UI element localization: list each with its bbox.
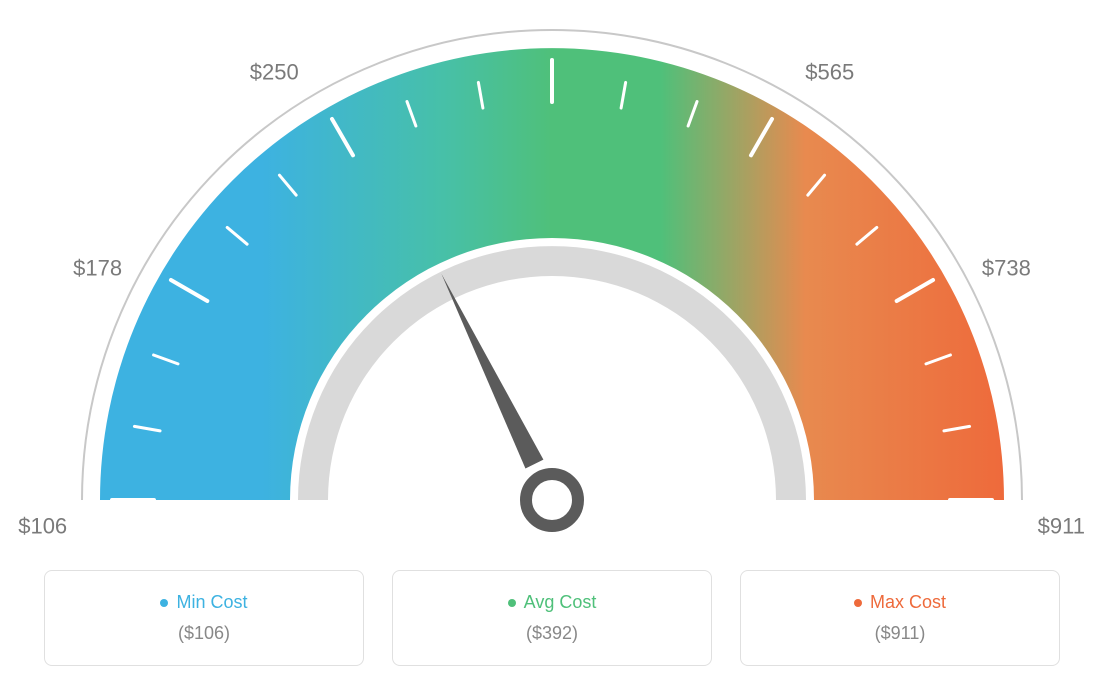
- dot-icon: [508, 599, 516, 607]
- legend-label-min: Min Cost: [160, 592, 247, 613]
- legend-text: Max Cost: [870, 592, 946, 613]
- svg-text:$565: $565: [805, 59, 854, 84]
- dot-icon: [160, 599, 168, 607]
- legend-value-avg: ($392): [526, 623, 578, 644]
- legend-label-avg: Avg Cost: [508, 592, 597, 613]
- legend-card-max: Max Cost ($911): [740, 570, 1060, 666]
- svg-text:$106: $106: [18, 514, 67, 539]
- legend-label-max: Max Cost: [854, 592, 946, 613]
- gauge-chart: $106 $178 $250 $392 $565 $738 $911: [0, 0, 1104, 560]
- legend-text: Avg Cost: [524, 592, 597, 613]
- svg-text:$250: $250: [250, 59, 299, 84]
- svg-text:$178: $178: [73, 255, 122, 280]
- legend-card-avg: Avg Cost ($392): [392, 570, 712, 666]
- gauge-svg: $106 $178 $250 $392 $565 $738 $911: [0, 0, 1104, 560]
- legend-row: Min Cost ($106) Avg Cost ($392) Max Cost…: [0, 570, 1104, 666]
- legend-text: Min Cost: [176, 592, 247, 613]
- legend-card-min: Min Cost ($106): [44, 570, 364, 666]
- legend-value-max: ($911): [875, 623, 926, 644]
- svg-text:$738: $738: [982, 255, 1031, 280]
- svg-text:$911: $911: [1038, 514, 1085, 539]
- svg-text:$392: $392: [528, 0, 577, 2]
- dot-icon: [854, 599, 862, 607]
- legend-value-min: ($106): [178, 623, 230, 644]
